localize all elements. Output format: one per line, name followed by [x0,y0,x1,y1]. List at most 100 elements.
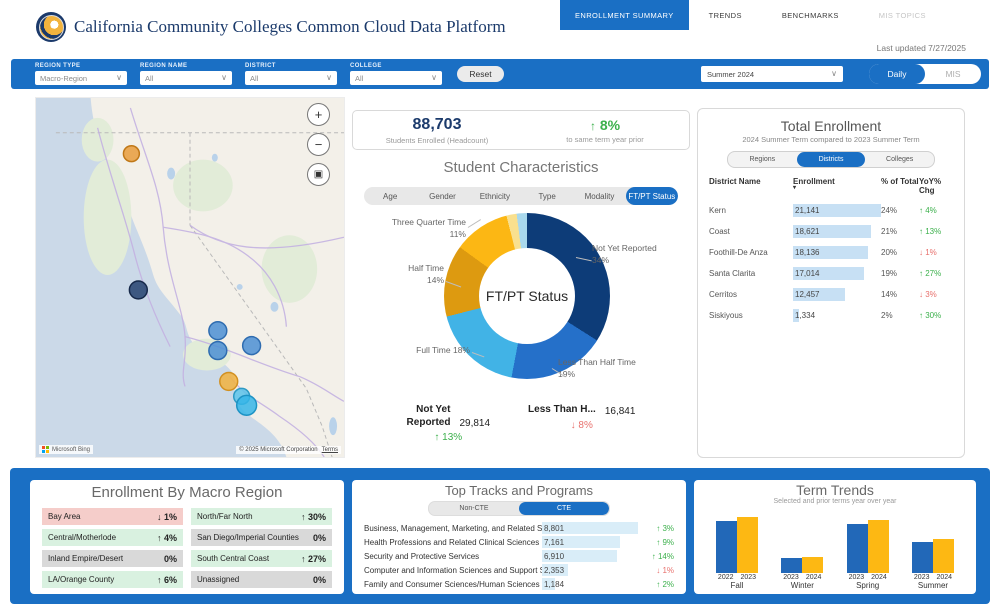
enrollment-tab-districts[interactable]: Districts [797,152,866,167]
map-point-8[interactable] [237,395,257,415]
trend-bar-summer-2024[interactable] [933,539,954,573]
nav-tab-mis-topics[interactable]: MIS TOPICS [859,11,946,20]
reset-button[interactable]: Reset [457,66,504,82]
trend-bar-fall-2022[interactable] [716,521,737,573]
characteristic-tab-gender[interactable]: Gender [416,187,468,205]
table-row-foothill-de-anza[interactable]: Foothill-De Anza18,13620%↓ 1% [698,242,964,263]
characteristic-tab-age[interactable]: Age [364,187,416,205]
macro-region-san-diego-imperial-counties[interactable]: San Diego/Imperial Counties0% [191,529,332,546]
macro-region-north-far-north[interactable]: North/Far North↑ 30% [191,508,332,525]
region-change: ↑ 4% [157,533,177,543]
district-name: Foothill-De Anza [709,248,793,257]
enrollment-cell: 18,136 [793,246,881,259]
callout-change: ↓ 8% [571,420,593,431]
region-name: Central/Motherlode [48,533,116,542]
table-row-kern[interactable]: Kern21,14124%↑ 4% [698,200,964,221]
macro-region-central-motherlode[interactable]: Central/Motherlode ↑ 4% [42,529,183,546]
trend-bar-winter-2023[interactable] [781,558,802,573]
macro-region-inland-empire-desert[interactable]: Inland Empire/Desert0% [42,550,183,567]
donut-callout-2: Less Than H...16,841↓ 8% [528,404,635,443]
term-select[interactable]: Summer 2024 ∨ [701,66,843,82]
enrollment-value: 17,014 [793,267,881,280]
donut-center-label: FT/PT Status [486,288,568,304]
track-value-cell: 7,161 [542,536,638,548]
map-point-1[interactable] [123,146,139,162]
characteristic-tab-modality[interactable]: Modality [573,187,625,205]
filter-dropdown-region-name[interactable]: All∨ [140,71,232,85]
chevron-down-icon: ∨ [831,70,837,78]
table-row-santa-clarita[interactable]: Santa Clarita17,01419%↑ 27% [698,263,964,284]
track-row-business-management-marketing-and-relate[interactable]: Business, Management, Marketing, and Rel… [364,521,674,535]
donut-label-not-yet-reported: Not Yet Reported34% [592,243,687,267]
track-row-computer-and-information-sciences-and-su[interactable]: Computer and Information Sciences and Su… [364,563,674,577]
trend-bar-spring-2024[interactable] [868,520,889,573]
characteristic-tabs: AgeGenderEthnicityTypeModalityFT/PT Stat… [364,187,678,205]
column-header-yoy-chg: YoY% Chg [919,177,953,195]
filter-groups: REGION TYPEMacro-Region∨REGION NAMEAll∨D… [35,63,442,85]
enrollment-tab-colleges[interactable]: Colleges [865,152,934,167]
table-row-cerritos[interactable]: Cerritos12,45714%↓ 3% [698,284,964,305]
table-row-coast[interactable]: Coast18,62121%↑ 13% [698,221,964,242]
track-row-health-professions-and-related-clinical-[interactable]: Health Professions and Related Clinical … [364,535,674,549]
map-point-6[interactable] [220,372,238,390]
map-panel[interactable]: + − ▣ Microsoft Bing © 2025 Microsoft Co… [35,97,345,458]
map-reset-view-button[interactable]: ▣ [307,163,330,186]
macro-region-grid: Bay Area↓ 1% North/Far North↑ 30% Central/… [42,508,332,588]
donut-label-text: Three Quarter Time [358,217,466,229]
macro-region-la-orange-county[interactable]: LA/Orange County↑ 6% [42,571,183,588]
filter-dropdown-region-type[interactable]: Macro-Region∨ [35,71,127,85]
macro-region-card: Enrollment By Macro Region Bay Area↓ 1%N… [30,480,344,594]
track-value-cell: 6,910 [542,550,638,562]
filter-dropdown-college[interactable]: All∨ [350,71,442,85]
map-point-5[interactable] [243,337,261,355]
macro-region-unassigned[interactable]: Unassigned0% [191,571,332,588]
trend-years: 20232024 [849,574,887,581]
trend-bar-summer-2023[interactable] [912,542,933,573]
map-terms-link[interactable]: Terms [322,447,338,453]
enrollment-cell: 12,457 [793,288,881,301]
year-label: 2024 [871,574,887,581]
macro-region-south-central-coast[interactable]: South Central Coast↑ 27% [191,550,332,567]
characteristic-tab-type[interactable]: Type [521,187,573,205]
map-point-4[interactable] [209,342,227,360]
table-row-siskiyous[interactable]: Siskiyous1,3342%↑ 30% [698,305,964,326]
track-change: ↑ 2% [638,580,674,589]
district-name: Kern [709,206,793,215]
zoom-out-button[interactable]: − [307,133,330,156]
yoy-change: ↑ 30% [919,311,953,320]
filter-value: All [250,74,258,83]
macro-region-bay-area[interactable]: Bay Area↓ 1% [42,508,183,525]
trend-bar-spring-2023[interactable] [847,524,868,573]
track-value-cell: 2,353 [542,564,638,576]
pct-of-total: 20% [881,248,919,257]
track-row-family-and-consumer-sciences-human-scien[interactable]: Family and Consumer Sciences/Human Scien… [364,577,674,591]
trend-bar-fall-2023[interactable] [737,517,758,573]
donut-label-pct: 34% [592,255,687,267]
enrollment-tab-regions[interactable]: Regions [728,152,797,167]
map-point-3[interactable] [209,322,227,340]
trend-group-summer: 20232024Summer [912,517,954,590]
tracks-tab-non-cte[interactable]: Non-CTE [429,502,519,515]
trend-bars [847,517,889,573]
characteristic-tab-ft-pt-status[interactable]: FT/PT Status [626,187,678,205]
characteristic-tab-ethnicity[interactable]: Ethnicity [469,187,521,205]
callout-value: 29,814 [459,418,490,429]
toggle-option-mis[interactable]: MIS [925,64,981,84]
filter-dropdown-district[interactable]: All∨ [245,71,337,85]
yoy-value: 13% [925,227,941,236]
zoom-in-button[interactable]: + [307,103,330,126]
trend-bar-winter-2024[interactable] [802,557,823,573]
pct-of-total: 2% [881,311,919,320]
nav-tab-enrollment-summary[interactable]: ENROLLMENT SUMMARY [560,0,689,30]
toggle-option-daily[interactable]: Daily [869,64,925,84]
map-canvas[interactable] [36,98,344,457]
tracks-tab-cte[interactable]: CTE [519,502,609,515]
kpi-card: 88,703 Students Enrolled (Headcount) ↑ 8… [352,110,690,150]
map-point-2[interactable] [129,281,147,299]
nav-tab-trends[interactable]: TRENDS [689,11,762,20]
ftpt-donut[interactable]: FT/PT Status [444,213,610,379]
nav-tab-benchmarks[interactable]: BENCHMARKS [762,11,859,20]
track-row-security-and-protective-services[interactable]: Security and Protective Services6,910↑ 1… [364,549,674,563]
enrollment-value: 12,457 [793,288,881,301]
filter-group-region-type: REGION TYPEMacro-Region∨ [35,63,127,85]
